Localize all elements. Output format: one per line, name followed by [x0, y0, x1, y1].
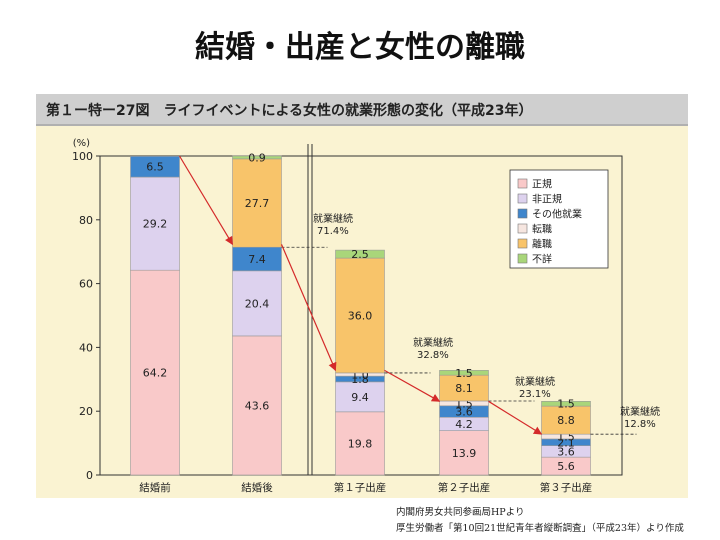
- legend-swatch: [517, 253, 528, 264]
- chart-header-text: 第１ー特ー27図 ライフイベントによる女性の就業形態の変化（平成23年）: [46, 103, 533, 119]
- bar-value-label: 2.5: [351, 248, 369, 261]
- bar-value-label: 13.9: [452, 447, 477, 460]
- x-category-label: 第１子出産: [334, 481, 387, 494]
- bar-segment: [541, 405, 591, 435]
- bar-value-label: 1.5: [557, 398, 575, 411]
- bar-value-label: 36.0: [348, 310, 373, 323]
- trend-arrow: [384, 369, 441, 402]
- trend-arrow: [178, 155, 234, 246]
- bar-segment: [232, 335, 282, 476]
- y-unit-label: (%): [73, 138, 90, 149]
- x-category-label: 結婚後: [241, 481, 273, 494]
- bar-segment: [439, 370, 489, 376]
- bar-value-label: 3.6: [455, 406, 473, 419]
- x-category-label: 第３子出産: [540, 481, 593, 494]
- y-tick-label: 20: [79, 405, 93, 418]
- y-tick-label: 80: [79, 214, 93, 227]
- bar-value-label: 5.6: [557, 460, 575, 473]
- legend-label: 転職: [532, 224, 552, 236]
- bar-value-label: 19.8: [348, 437, 373, 450]
- bar-segment: [335, 249, 385, 259]
- legend-label: その他就業: [532, 208, 582, 221]
- trend-arrow: [280, 244, 337, 372]
- bar-segment: [541, 401, 591, 407]
- bar-segment: [232, 270, 282, 337]
- bar-value-label: 7.4: [248, 253, 266, 266]
- bar-segment: [439, 430, 489, 476]
- x-category-label: 第２子出産: [438, 481, 491, 494]
- continuation-value: 71.4%: [317, 226, 349, 237]
- bar-segment: [335, 411, 385, 476]
- bar-value-label: 2.1: [557, 436, 575, 449]
- bar-segment: [335, 257, 385, 374]
- bar-value-label: 0.9: [248, 151, 266, 164]
- bar-segment: [130, 156, 180, 178]
- bar-segment: [130, 269, 180, 476]
- bar-value-label: 4.2: [455, 418, 473, 431]
- continuation-value: 32.8%: [417, 350, 449, 361]
- bar-segment: [232, 155, 282, 160]
- legend-label: 不詳: [532, 253, 552, 266]
- continuation-title: 就業継続: [620, 405, 660, 418]
- slide-title: 結婚・出産と女性の離職: [195, 30, 525, 65]
- y-tick-label: 60: [79, 278, 93, 291]
- y-tick-label: 0: [86, 469, 93, 482]
- bar-value-label: 3.6: [557, 445, 575, 458]
- bar-value-label: 6.5: [146, 161, 164, 174]
- continuation-title: 就業継続: [515, 375, 555, 388]
- bar-segment: [232, 158, 282, 248]
- y-tick-label: 40: [79, 341, 93, 354]
- y-tick-label: 100: [72, 150, 93, 163]
- continuation-value: 12.8%: [624, 419, 656, 430]
- continuation-title: 就業継続: [413, 336, 453, 349]
- bar-segment: [335, 381, 385, 413]
- bar-value-label: 64.2: [143, 367, 168, 380]
- bar-value-label: 8.8: [557, 414, 575, 427]
- source-line-2: 厚生労働者「第10回21世紀青年者縦断調査」（平成23年）より作成: [396, 523, 684, 534]
- bar-value-label: 29.2: [143, 218, 168, 231]
- bar-value-label: 43.6: [245, 399, 270, 412]
- legend-label: 非正規: [532, 194, 562, 206]
- legend-swatch: [517, 223, 528, 234]
- chart-header: 第１ー特ー27図 ライフイベントによる女性の就業形態の変化（平成23年）: [36, 94, 688, 126]
- bar-value-label: 1.5: [455, 367, 473, 380]
- bar-value-label: 8.1: [455, 382, 473, 395]
- legend-swatch: [517, 208, 528, 219]
- legend-swatch: [517, 238, 528, 249]
- bar-value-label: 27.7: [245, 197, 270, 210]
- bar-value-label: 9.4: [351, 391, 369, 404]
- continuation-value: 23.1%: [519, 389, 551, 400]
- source-line-1: 内閣府男女共同参画局HPより: [396, 507, 525, 518]
- x-category-label: 結婚前: [139, 481, 171, 494]
- legend-swatch: [517, 178, 528, 189]
- legend-swatch: [517, 193, 528, 204]
- trend-arrow: [488, 400, 543, 435]
- legend-label: 離職: [532, 238, 552, 251]
- bar-value-label: 20.4: [245, 297, 270, 310]
- legend-label: 正規: [532, 179, 552, 191]
- continuation-title: 就業継続: [313, 212, 353, 225]
- bar-segment: [130, 176, 180, 271]
